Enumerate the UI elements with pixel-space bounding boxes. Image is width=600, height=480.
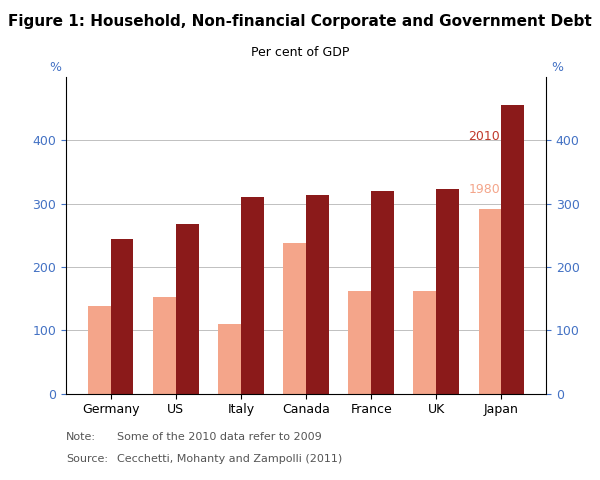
Text: 2010: 2010 bbox=[469, 130, 500, 143]
Bar bbox=[241, 196, 263, 394]
Text: %: % bbox=[551, 60, 563, 73]
Text: Some of the 2010 data refer to 2009: Some of the 2010 data refer to 2009 bbox=[117, 432, 322, 442]
Bar bbox=[436, 189, 459, 394]
Bar bbox=[306, 195, 329, 394]
Text: 1980: 1980 bbox=[469, 183, 500, 196]
Text: Note:: Note: bbox=[66, 432, 96, 442]
Bar bbox=[371, 191, 394, 394]
Text: Cecchetti, Mohanty and Zampolli (2011): Cecchetti, Mohanty and Zampolli (2011) bbox=[117, 454, 342, 464]
Bar bbox=[502, 105, 524, 394]
Text: %: % bbox=[49, 60, 61, 73]
Bar bbox=[110, 239, 133, 394]
Bar bbox=[218, 324, 241, 394]
Bar bbox=[88, 306, 110, 394]
Bar bbox=[413, 291, 436, 394]
Bar bbox=[283, 243, 306, 394]
Text: Per cent of GDP: Per cent of GDP bbox=[251, 46, 349, 59]
Bar bbox=[349, 291, 371, 394]
Text: Figure 1: Household, Non-financial Corporate and Government Debt: Figure 1: Household, Non-financial Corpo… bbox=[8, 14, 592, 29]
Bar bbox=[153, 297, 176, 394]
Bar bbox=[479, 209, 502, 394]
Text: Source:: Source: bbox=[66, 454, 108, 464]
Bar bbox=[176, 224, 199, 394]
